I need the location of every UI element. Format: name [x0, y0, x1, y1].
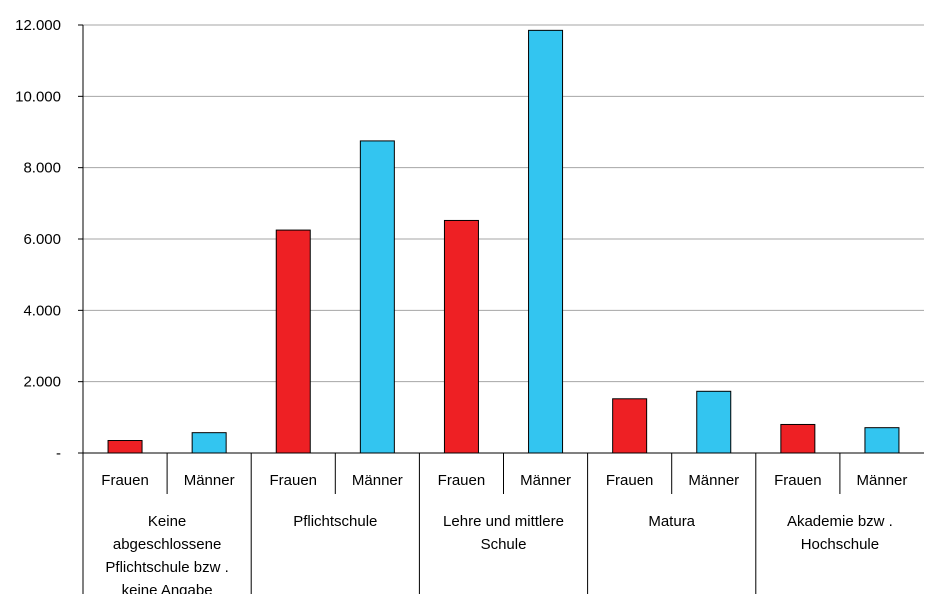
bar-frauen	[107, 440, 143, 454]
y-tick-label: 4.000	[23, 302, 61, 319]
x-subcategory-label: Männer	[520, 472, 571, 489]
x-group-label: Hochschule	[801, 536, 879, 553]
x-subcategory-label: Frauen	[606, 472, 654, 489]
axis-labels: - 2.000 4.000 6.000 8.000 10.000 12.000 Frauen M…	[15, 17, 907, 594]
x-subcategory-label: Frauen	[774, 472, 822, 489]
bar-mnner	[191, 432, 227, 454]
gridlines	[83, 24, 924, 383]
x-subcategory-label: Frauen	[101, 472, 149, 489]
x-subcategory-label: Männer	[857, 472, 908, 489]
x-group-label: Keine	[148, 513, 186, 530]
axes	[78, 24, 924, 594]
x-group-label: abgeschlossene	[113, 536, 221, 553]
x-subcategory-label: Männer	[688, 472, 739, 489]
x-subcategory-label: Frauen	[269, 472, 317, 489]
x-group-label: Pflichtschule	[293, 513, 377, 530]
y-tick-label: 12.000	[15, 17, 61, 34]
y-tick-label: -	[56, 445, 61, 462]
bar-frauen	[275, 229, 311, 454]
bars	[107, 29, 900, 454]
bar-mnner	[696, 390, 732, 454]
y-tick-label: 6.000	[23, 231, 61, 248]
y-tick-label: 10.000	[15, 88, 61, 105]
bar-mnner	[359, 140, 395, 454]
x-subcategory-label: Männer	[352, 472, 403, 489]
bar-mnner	[864, 427, 900, 454]
x-group-label: Schule	[481, 536, 527, 553]
x-group-label: Pflichtschule bzw .	[105, 559, 228, 576]
bar-mnner	[528, 29, 564, 454]
x-group-label: keine Angabe	[122, 582, 213, 594]
x-group-label: Lehre und mittlere	[443, 513, 564, 530]
x-subcategory-label: Männer	[184, 472, 235, 489]
bar-frauen	[780, 423, 816, 454]
y-tick-label: 8.000	[23, 160, 61, 177]
x-group-label: Matura	[648, 513, 695, 530]
bar-frauen	[443, 219, 479, 454]
x-subcategory-label: Frauen	[438, 472, 486, 489]
y-tick-label: 2.000	[23, 374, 61, 391]
bar-frauen	[612, 398, 648, 454]
x-group-label: Akademie bzw .	[787, 513, 893, 530]
